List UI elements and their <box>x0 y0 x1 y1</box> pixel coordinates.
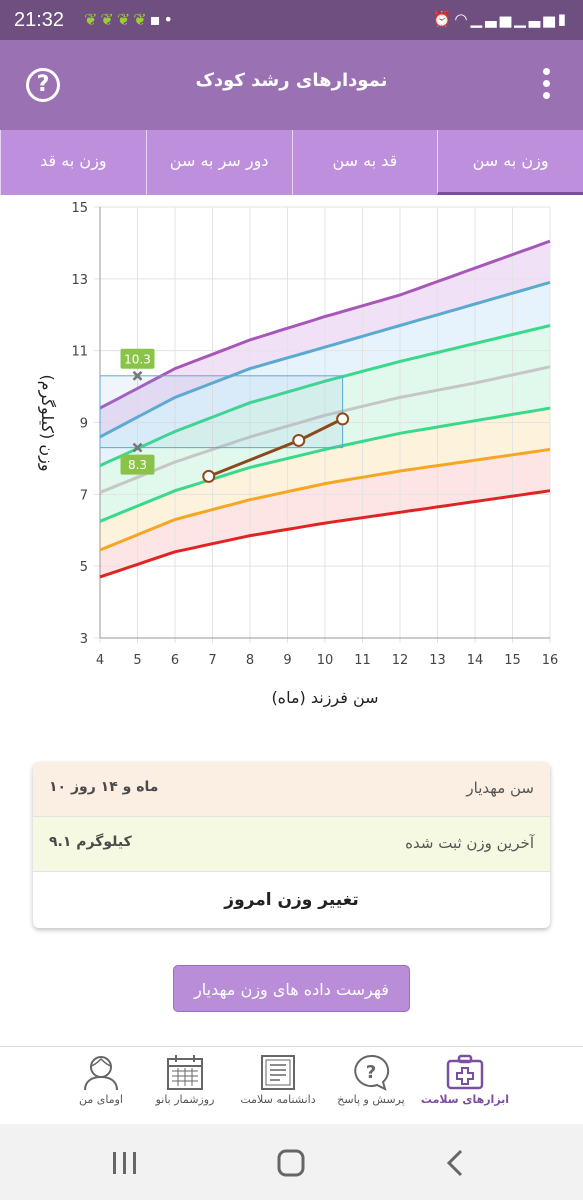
marker-cross <box>132 442 143 453</box>
weight-row: آخرین وزن ثبت شده ۹.۱ کیلوگرم <box>33 817 550 872</box>
status-right-icons: ⏰◠▁▃▅▁▃▅▮ <box>433 10 569 28</box>
profile-icon <box>84 1056 118 1091</box>
status-time: 21:32 <box>14 9 65 31</box>
encyclopedia-icon <box>261 1055 295 1090</box>
nav-label: ابزارهای سلامت <box>420 1093 510 1106</box>
nav-encyclopedia[interactable]: دانشنامه سلامت <box>230 1053 326 1106</box>
dot <box>543 92 550 99</box>
message-icon: ▪ <box>149 10 164 29</box>
y-tick-label: 3 <box>80 632 88 647</box>
page-title: نمودارهای رشد کودک <box>195 70 388 91</box>
signal-icon: ▁▃▅ <box>470 10 515 28</box>
help-button[interactable]: ? <box>26 68 60 102</box>
marker-label-bg <box>120 348 155 369</box>
percentile-curve <box>99 324 551 467</box>
y-tick-label: 7 <box>80 488 88 503</box>
nav-label: دانشنامه سلامت <box>240 1093 316 1106</box>
x-tick-label: 16 <box>542 653 559 668</box>
growth-chart[interactable]: 10.3 8.3 4 5 6 7 8 9 10 11 12 13 14 15 16 3 5 7 9 11 13 15 س… <box>0 195 583 715</box>
svg-text:?: ? <box>366 1062 376 1083</box>
leaf-app-icon: ❦ <box>84 10 101 29</box>
age-label: سن مهدیار <box>466 779 534 797</box>
percentile-curve <box>99 406 551 523</box>
x-tick-label: 4 <box>96 653 104 668</box>
overflow-menu-button[interactable] <box>543 68 551 104</box>
signal-icon: ▁▃▅ <box>514 10 558 28</box>
status-bar: 21:32 ❦❦❦❦▪• ⏰◠▁▃▅▁▃▅▮ <box>0 0 583 40</box>
y-tick-label: 5 <box>80 560 88 575</box>
age-row: سن مهدیار ۱۰ ماه و ۱۴ روز <box>33 762 550 817</box>
y-tick-label: 15 <box>71 201 88 216</box>
dot <box>543 80 550 87</box>
y-tick-label: 11 <box>71 345 88 360</box>
alarm-icon: ⏰ <box>432 10 455 28</box>
leaf-app-icon: ❦ <box>116 10 134 29</box>
calendar-icon <box>167 1055 203 1090</box>
weight-list-button[interactable]: فهرست داده های وزن مهدیار <box>173 965 410 1012</box>
change-weight-button[interactable]: تغییر وزن امروز <box>224 890 359 910</box>
nav-profile[interactable]: اومای من <box>53 1053 149 1106</box>
dot-icon: • <box>163 10 176 29</box>
tab-weight-for-age[interactable]: وزن به سن <box>437 130 583 195</box>
marker-label-bg <box>120 454 155 475</box>
percentile-curve <box>99 447 551 552</box>
x-tick-label: 8 <box>246 653 254 668</box>
marker-label: 8.3 <box>128 458 147 472</box>
child-weight-point <box>202 469 216 483</box>
x-tick-label: 12 <box>392 653 409 668</box>
y-tick-label: 9 <box>80 417 88 432</box>
child-weight-point <box>336 412 350 426</box>
dot <box>543 68 550 75</box>
leaf-app-icon: ❦ <box>133 10 150 29</box>
x-tick-label: 13 <box>429 653 446 668</box>
percentile-curve <box>99 239 551 410</box>
nav-questions[interactable]: ? پرسش و پاسخ <box>323 1053 419 1106</box>
marker-label: 10.3 <box>124 352 151 366</box>
marker-cross <box>132 370 143 381</box>
age-value: ۱۰ ماه و ۱۴ روز <box>49 779 159 795</box>
x-tick-label: 5 <box>133 653 141 668</box>
x-tick-label: 15 <box>504 653 521 668</box>
nav-label: روزشمار بانو <box>155 1093 215 1106</box>
question-icon: ? <box>36 72 50 97</box>
leaf-app-icon: ❦ <box>100 10 117 29</box>
home-icon[interactable] <box>277 1149 305 1177</box>
tab-height-for-age[interactable]: قد به سن <box>291 130 438 195</box>
system-nav-icons <box>113 1149 463 1177</box>
x-tick-label: 11 <box>354 653 371 668</box>
x-tick-label: 14 <box>467 653 484 668</box>
medical-kit-icon <box>446 1054 484 1090</box>
info-card: سن مهدیار ۱۰ ماه و ۱۴ روز آخرین وزن ثبت … <box>33 762 550 928</box>
tab-head-circumference-for-age[interactable]: دور سر به سن <box>145 130 292 195</box>
x-tick-label: 7 <box>208 653 216 668</box>
child-weight-point <box>292 433 306 447</box>
nav-label: اومای من <box>79 1093 123 1106</box>
tab-weight-for-height[interactable]: وزن به قد <box>0 130 146 195</box>
weight-label: آخرین وزن ثبت شده <box>405 834 534 852</box>
question-bubble-icon: ? <box>354 1054 390 1091</box>
percentile-curve <box>99 489 551 579</box>
app-bar: ? نمودارهای رشد کودک <box>0 40 583 130</box>
y-tick-label: 13 <box>71 273 88 288</box>
bottom-nav: ابزارهای سلامت ? پرسش و پاسخ دانشنامه سل… <box>0 1046 583 1125</box>
x-tick-label: 10 <box>317 653 334 668</box>
percentile-curve <box>99 280 551 439</box>
battery-icon: ▮ <box>557 10 569 28</box>
notification-icons: ❦❦❦❦▪• <box>84 10 176 29</box>
chart-tabs: وزن به سن قد به سن دور سر به سن وزن به ق… <box>0 130 583 195</box>
x-axis-label: سن فرزند (ماه) <box>271 688 378 708</box>
y-axis-label: وزن (کیلوگرم) <box>37 374 57 471</box>
wifi-icon: ◠ <box>454 10 471 28</box>
x-tick-label: 9 <box>283 653 291 668</box>
back-icon[interactable] <box>446 1149 463 1177</box>
nav-health-tools[interactable]: ابزارهای سلامت <box>417 1053 513 1106</box>
recent-apps-icon[interactable] <box>113 1152 136 1174</box>
system-nav-bar <box>0 1124 583 1200</box>
nav-label: پرسش و پاسخ <box>337 1093 405 1106</box>
nav-calendar[interactable]: روزشمار بانو <box>137 1053 233 1106</box>
percentile-curve <box>99 365 551 494</box>
weight-value: ۹.۱ کیلوگرم <box>49 834 132 850</box>
x-tick-label: 6 <box>171 653 179 668</box>
